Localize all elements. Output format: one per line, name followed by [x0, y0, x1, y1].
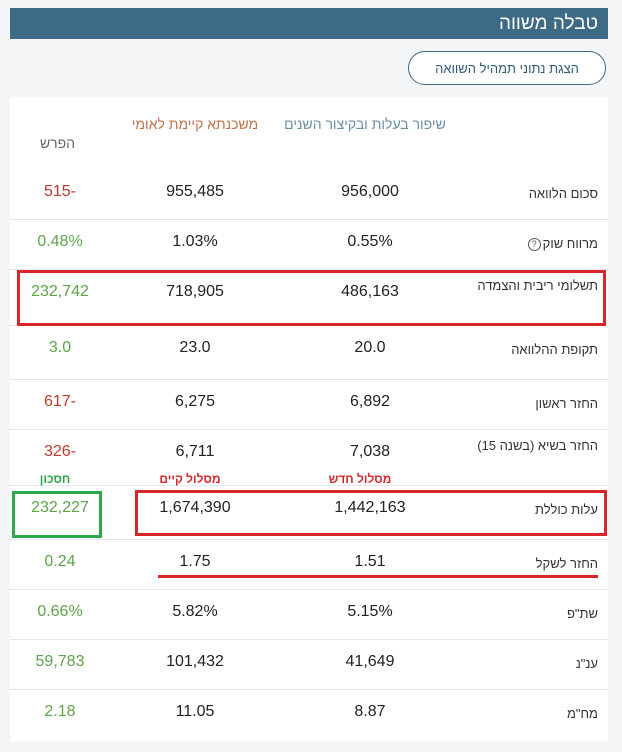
- row-divider: [10, 539, 608, 540]
- row-divider: [10, 639, 608, 640]
- row-label-text: תשלומי ריבית והצמדה: [477, 278, 598, 293]
- column-header-diff: הפרש: [39, 135, 76, 151]
- cell-existing: 23.0: [179, 339, 211, 356]
- row-label-text: תקופת ההלוואה: [511, 342, 598, 357]
- cell-existing: 955,485: [166, 183, 224, 200]
- existing-route-tag: מסלול קיים: [159, 472, 221, 486]
- row-label: תקופת ההלוואה: [468, 341, 598, 359]
- row-label: החזר בשיא (בשנה 15): [468, 437, 598, 455]
- cell-diff: -326: [43, 443, 77, 460]
- cell-new-route: 1.51: [354, 553, 386, 570]
- row-label: תשלומי ריבית והצמדה: [468, 277, 598, 295]
- saving-highlight-box: [12, 491, 102, 538]
- cell-diff: 0.24: [44, 553, 76, 570]
- row-divider: [10, 269, 608, 270]
- row-label-text: החזר בשיא (בשנה 15): [477, 438, 598, 453]
- payback-ratio-underline: [158, 575, 598, 578]
- cell-existing: 1.75: [179, 553, 211, 570]
- column-header-existing: משכנתא קיימת לאומי: [131, 116, 259, 132]
- cell-diff: 0.48%: [37, 233, 83, 250]
- row-label-text: עלות כוללת: [535, 502, 598, 517]
- cell-existing: 101,432: [166, 653, 224, 670]
- cell-new-route: 7,038: [349, 443, 391, 460]
- row-label-text: החזר לשקל: [535, 556, 598, 571]
- show-mix-guide-button[interactable]: הצגת נתוני תמהיל השוואה: [408, 51, 606, 85]
- cell-new-route: 1,442,163: [334, 499, 406, 516]
- new-route-tag: מסלול חדש: [328, 472, 392, 486]
- cell-new-route: 20.0: [354, 339, 386, 356]
- cell-existing: 1.03%: [172, 233, 218, 250]
- cell-diff: 0.66%: [37, 603, 83, 620]
- row-label: החזר ראשון: [468, 395, 598, 413]
- row-label-text: סכום הלוואה: [528, 186, 598, 201]
- row-label: החזר לשקל: [468, 555, 598, 573]
- question-circle-icon[interactable]: ?: [527, 238, 541, 252]
- row-label: מרווח שוק?: [468, 235, 598, 253]
- cell-new-route: 41,649: [345, 653, 395, 670]
- row-divider: [10, 429, 608, 430]
- row-label: סכום הלוואה: [468, 185, 598, 203]
- cell-existing: 1,674,390: [159, 499, 231, 516]
- cell-new-route: 956,000: [341, 183, 399, 200]
- row-label-text: שת"פ: [566, 606, 598, 621]
- total-cost-highlight-box: [135, 490, 607, 536]
- row-divider: [10, 589, 608, 590]
- row-label: מח"מ: [468, 705, 598, 723]
- row-label-text: ענ"נ: [575, 656, 598, 671]
- row-divider: [10, 219, 608, 220]
- cell-diff: 232,227: [31, 499, 89, 516]
- cell-diff: 2.18: [44, 703, 76, 720]
- row-divider: [10, 485, 608, 486]
- cell-diff: 59,783: [35, 653, 85, 670]
- cell-new-route: 6,892: [349, 393, 391, 410]
- row-label-text: מרווח שוק: [542, 236, 598, 251]
- cell-diff: 3.0: [48, 339, 72, 356]
- cell-existing: 5.82%: [172, 603, 218, 620]
- cell-existing: 718,905: [166, 283, 224, 300]
- cell-existing: 11.05: [175, 703, 215, 720]
- cell-existing: 6,275: [174, 393, 216, 410]
- saving-tag: חסכון: [39, 472, 71, 486]
- comparison-table: שיפור בעלות ובקיצור השנים משכנתא קיימת ל…: [10, 97, 608, 742]
- row-label: עלות כוללת: [468, 501, 598, 519]
- row-label: ענ"נ: [468, 655, 598, 673]
- cell-existing: 6,711: [175, 443, 215, 460]
- page-title: טבלה משווה: [498, 12, 598, 34]
- row-label-text: מח"מ: [566, 706, 598, 721]
- cell-new-route: 5.15%: [347, 603, 393, 620]
- cell-diff: -617: [43, 393, 77, 410]
- column-header-new-route: שיפור בעלות ובקיצור השנים: [284, 116, 446, 132]
- row-divider: [10, 689, 608, 690]
- row-divider: [10, 379, 608, 380]
- interest-highlight-box: [17, 270, 606, 326]
- cell-new-route: 8.87: [354, 703, 386, 720]
- cell-diff: -515: [43, 183, 77, 200]
- row-label: שת"פ: [468, 605, 598, 623]
- cell-new-route: 0.55%: [347, 233, 393, 250]
- row-label-text: החזר ראשון: [535, 396, 598, 411]
- page-header: טבלה משווה: [10, 8, 608, 39]
- cell-diff: 232,742: [31, 283, 89, 300]
- cell-new-route: 486,163: [341, 283, 399, 300]
